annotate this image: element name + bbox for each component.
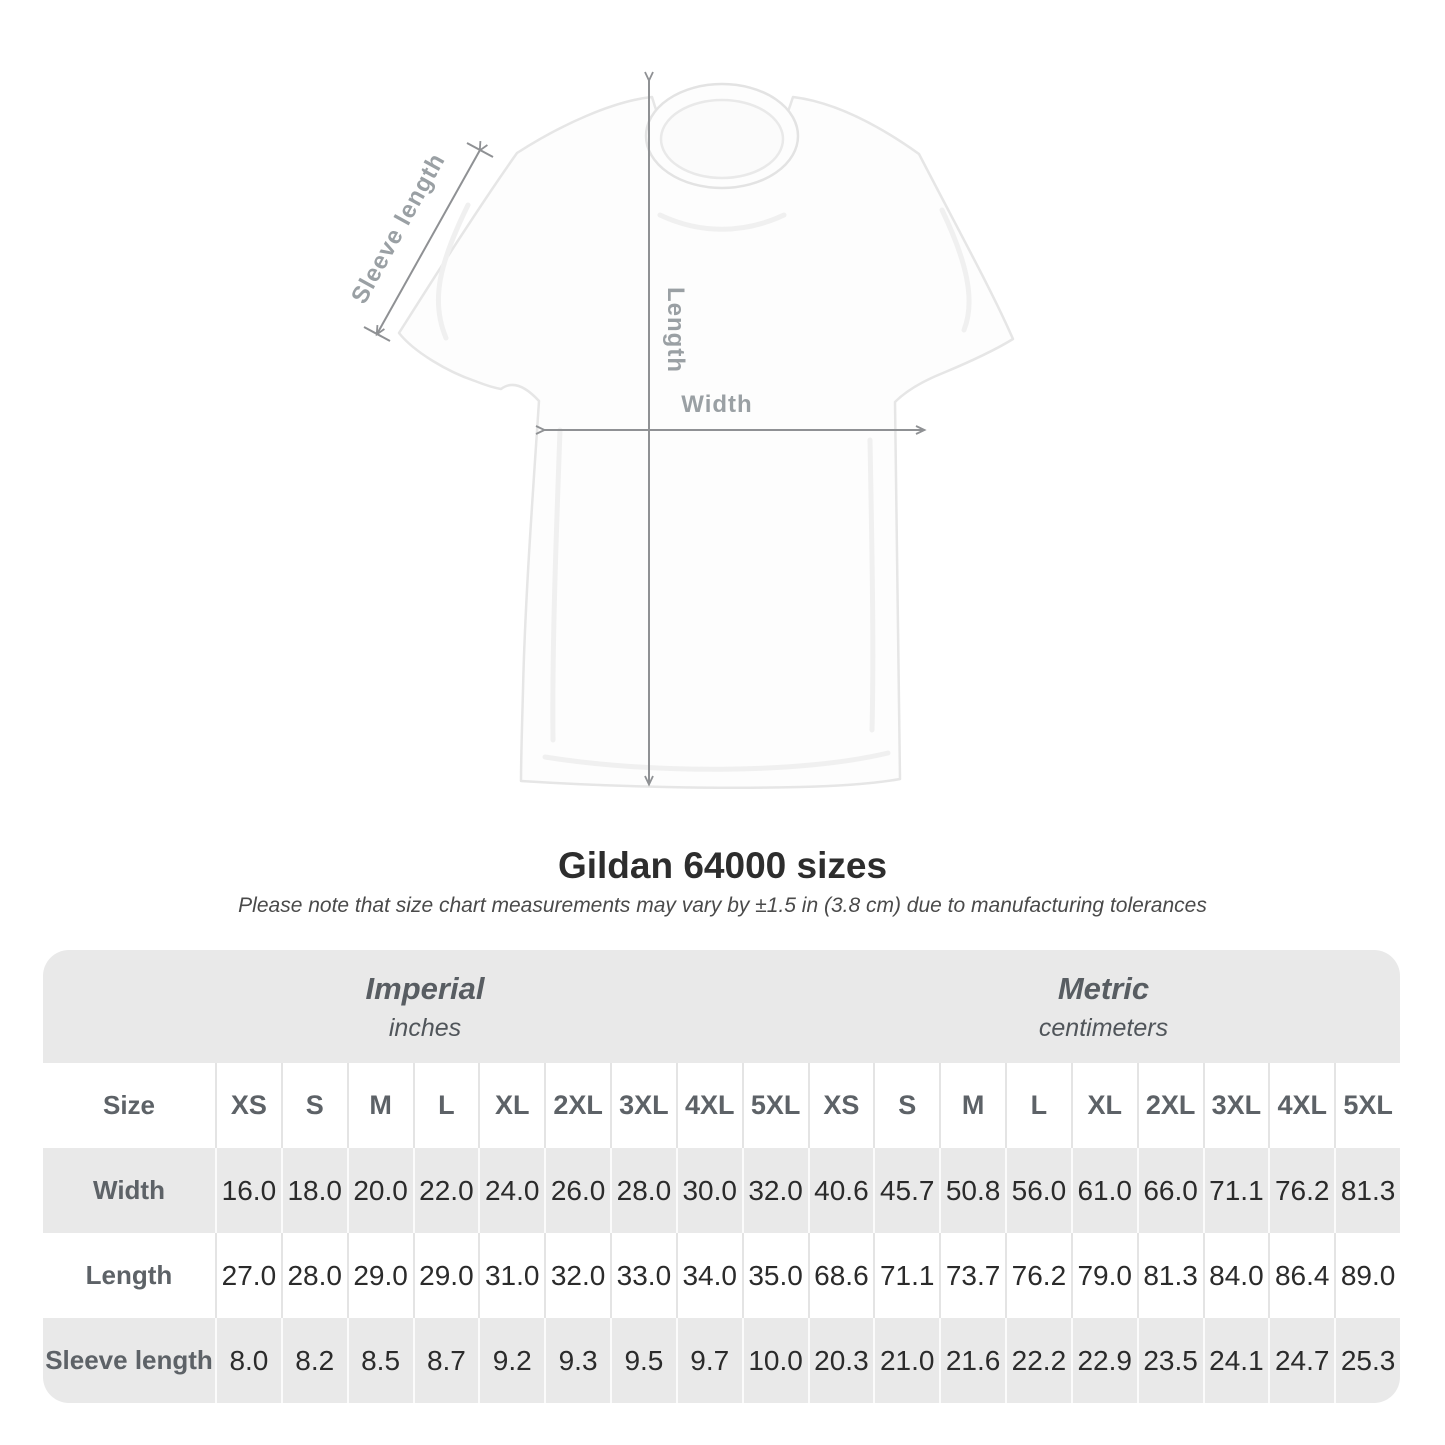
col-header-imperial-3xl: 3XL	[610, 1063, 676, 1148]
table-row-width: Width 16.0 18.0 20.0 22.0 24.0 26.0 28.0…	[43, 1148, 1400, 1233]
size-column-header: Size	[102, 1090, 156, 1120]
tshirt-measurement-diagram: Sleeve length Length Width	[346, 71, 1015, 789]
imperial-label: Imperial	[365, 970, 485, 1006]
col-header-metric-3xl: 3XL	[1202, 1063, 1269, 1148]
size-header-row: Size XS S M L XL 2XL 3XL 4XL 5XL XS S M …	[43, 1063, 1400, 1148]
sleeve-length-arrow	[363, 141, 494, 342]
length-imperial-2xl: 32.0	[544, 1233, 610, 1318]
length-metric-l: 76.2	[1005, 1233, 1071, 1318]
length-metric-3xl: 84.0	[1202, 1233, 1269, 1318]
length-imperial-4xl: 34.0	[675, 1233, 742, 1318]
length-label: Length	[662, 287, 689, 373]
col-header-metric-4xl: 4XL	[1268, 1063, 1334, 1148]
sleeve-imperial-l: 8.7	[412, 1318, 479, 1403]
centimeters-label: centimeters	[1038, 1013, 1169, 1042]
length-metric-m: 73.7	[939, 1233, 1005, 1318]
row-label-sleeve-length: Sleeve length	[45, 1345, 213, 1375]
width-imperial-4xl: 30.0	[675, 1148, 742, 1233]
length-imperial-xs: 27.0	[215, 1233, 281, 1318]
width-metric-m: 50.8	[939, 1148, 1005, 1233]
col-header-metric-s: S	[873, 1063, 939, 1148]
width-imperial-5xl: 32.0	[741, 1148, 808, 1233]
col-header-metric-xs: XS	[807, 1063, 874, 1148]
width-metric-4xl: 76.2	[1268, 1148, 1334, 1233]
row-label-width: Width	[93, 1175, 165, 1205]
col-header-metric-m: M	[939, 1063, 1005, 1148]
col-header-metric-5xl: 5XL	[1334, 1063, 1400, 1148]
width-imperial-s: 18.0	[280, 1148, 347, 1233]
length-metric-xl: 79.0	[1070, 1233, 1137, 1318]
width-imperial-2xl: 26.0	[544, 1148, 610, 1233]
length-metric-4xl: 86.4	[1268, 1233, 1334, 1318]
col-header-imperial-4xl: 4XL	[675, 1063, 742, 1148]
table-row-sleeve-length: Sleeve length 8.0 8.2 8.5 8.7 9.2 9.3 9.…	[43, 1318, 1400, 1403]
length-imperial-5xl: 35.0	[741, 1233, 808, 1318]
length-metric-xs: 68.6	[807, 1233, 874, 1318]
width-metric-xs: 40.6	[807, 1148, 874, 1233]
col-header-metric-2xl: 2XL	[1136, 1063, 1203, 1148]
sleeve-metric-m: 21.6	[939, 1318, 1005, 1403]
sleeve-imperial-4xl: 9.7	[675, 1318, 742, 1403]
length-imperial-l: 29.0	[412, 1233, 479, 1318]
width-imperial-xs: 16.0	[215, 1148, 281, 1233]
sleeve-imperial-3xl: 9.5	[610, 1318, 676, 1403]
sleeve-metric-s: 21.0	[873, 1318, 939, 1403]
col-header-metric-xl: XL	[1070, 1063, 1137, 1148]
page-title: Gildan 64000 sizes	[557, 845, 888, 886]
sleeve-metric-xl: 22.9	[1070, 1318, 1137, 1403]
length-metric-s: 71.1	[873, 1233, 939, 1318]
col-header-imperial-xl: XL	[478, 1063, 544, 1148]
width-metric-l: 56.0	[1005, 1148, 1071, 1233]
sleeve-imperial-xs: 8.0	[215, 1318, 281, 1403]
width-metric-5xl: 81.3	[1334, 1148, 1400, 1233]
width-metric-2xl: 66.0	[1136, 1148, 1203, 1233]
col-header-metric-l: L	[1005, 1063, 1071, 1148]
size-chart-table: Imperial inches Metric centimeters Size …	[43, 950, 1400, 1403]
width-imperial-xl: 24.0	[478, 1148, 544, 1233]
units-header-band: Imperial inches Metric centimeters	[43, 950, 1400, 1063]
col-header-imperial-xs: XS	[215, 1063, 281, 1148]
col-header-imperial-s: S	[280, 1063, 347, 1148]
sleeve-metric-2xl: 23.5	[1136, 1318, 1203, 1403]
length-imperial-m: 29.0	[346, 1233, 413, 1318]
metric-label: Metric	[1057, 970, 1150, 1006]
sleeve-imperial-5xl: 10.0	[741, 1318, 808, 1403]
sleeve-imperial-xl: 9.2	[478, 1318, 544, 1403]
metric-section-header: Metric centimeters	[807, 950, 1400, 1063]
row-label-length: Length	[85, 1260, 173, 1290]
sleeve-metric-4xl: 24.7	[1268, 1318, 1334, 1403]
sleeve-imperial-s: 8.2	[280, 1318, 347, 1403]
width-metric-xl: 61.0	[1070, 1148, 1137, 1233]
width-metric-3xl: 71.1	[1202, 1148, 1269, 1233]
length-metric-2xl: 81.3	[1136, 1233, 1203, 1318]
length-imperial-s: 28.0	[280, 1233, 347, 1318]
width-imperial-3xl: 28.0	[610, 1148, 676, 1233]
sleeve-metric-3xl: 24.1	[1202, 1318, 1269, 1403]
sleeve-metric-5xl: 25.3	[1334, 1318, 1400, 1403]
col-header-imperial-5xl: 5XL	[741, 1063, 808, 1148]
tolerance-note: Please note that size chart measurements…	[238, 894, 1207, 917]
col-header-imperial-m: M	[346, 1063, 413, 1148]
width-metric-s: 45.7	[873, 1148, 939, 1233]
col-header-imperial-l: L	[412, 1063, 479, 1148]
width-label: Width	[681, 391, 752, 418]
sleeve-imperial-2xl: 9.3	[544, 1318, 610, 1403]
length-imperial-3xl: 33.0	[610, 1233, 676, 1318]
length-imperial-xl: 31.0	[478, 1233, 544, 1318]
tshirt-illustration	[397, 82, 1015, 789]
inches-label: inches	[388, 1013, 462, 1042]
width-imperial-m: 20.0	[346, 1148, 413, 1233]
imperial-section-header: Imperial inches	[43, 950, 807, 1063]
sleeve-metric-l: 22.2	[1005, 1318, 1071, 1403]
col-header-imperial-2xl: 2XL	[544, 1063, 610, 1148]
width-imperial-l: 22.0	[412, 1148, 479, 1233]
sleeve-metric-xs: 20.3	[807, 1318, 874, 1403]
length-metric-5xl: 89.0	[1334, 1233, 1400, 1318]
table-row-length: Length 27.0 28.0 29.0 29.0 31.0 32.0 33.…	[43, 1233, 1400, 1318]
sleeve-imperial-m: 8.5	[346, 1318, 413, 1403]
